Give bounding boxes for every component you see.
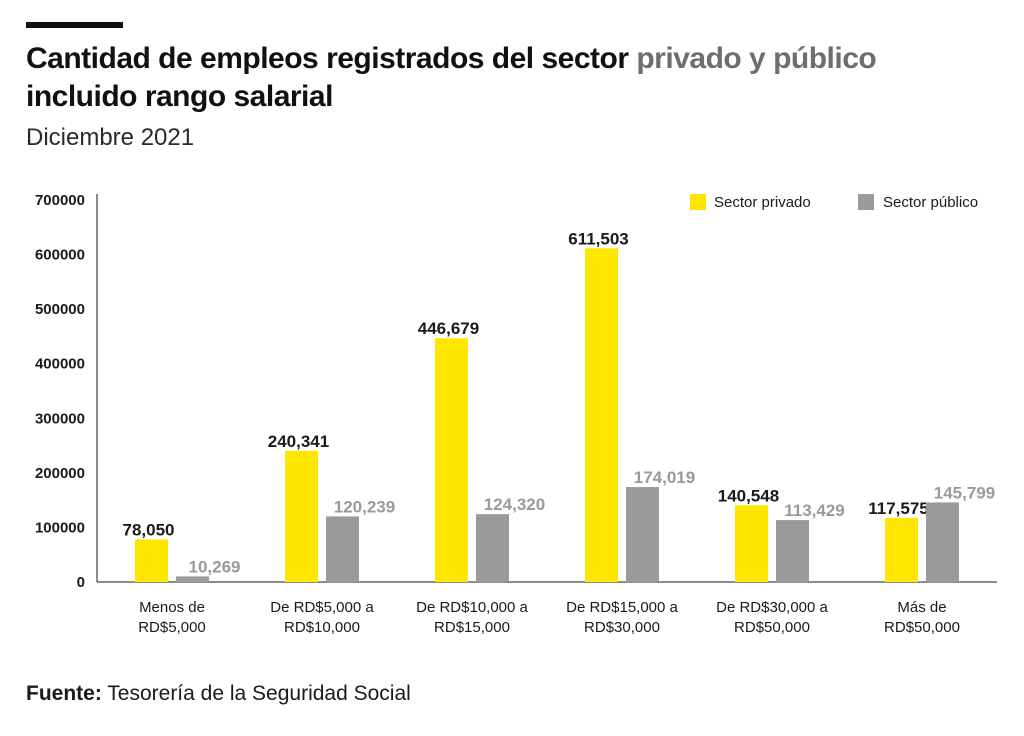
x-tick-label: Más de	[897, 599, 946, 616]
data-label-privado: 240,341	[268, 432, 329, 451]
data-label-privado: 446,679	[418, 319, 479, 338]
x-tick-label: De RD$15,000 a	[566, 599, 678, 616]
y-tick-label: 200000	[35, 465, 85, 482]
y-tick-label: 100000	[35, 519, 85, 536]
x-tick-label: RD$30,000	[584, 619, 660, 636]
data-label-publico: 113,429	[784, 501, 845, 520]
x-tick-label: De RD$30,000 a	[716, 599, 828, 616]
bar-sector-publico	[326, 516, 359, 582]
y-tick-label: 400000	[35, 356, 85, 373]
bar-sector-privado	[135, 539, 168, 582]
data-label-privado: 117,575	[868, 499, 929, 518]
x-tick-label: RD$15,000	[434, 619, 510, 636]
source-text: Tesorería de la Seguridad Social	[101, 682, 411, 705]
bar-sector-publico	[776, 520, 809, 582]
y-tick-label: 0	[77, 574, 85, 591]
bar-sector-privado	[585, 248, 618, 582]
legend-label-publico: Sector público	[883, 194, 978, 211]
title-highlight: privado y público	[636, 42, 877, 75]
data-label-privado: 140,548	[718, 486, 779, 505]
bar-sector-publico	[926, 502, 959, 582]
bar-sector-publico	[626, 487, 659, 582]
bar-sector-privado	[885, 517, 918, 582]
y-tick-label: 600000	[35, 247, 85, 264]
bar-sector-privado	[435, 338, 468, 582]
x-tick-label: Menos de	[139, 599, 205, 616]
title-part-2: incluido rango salarial	[26, 80, 333, 113]
bar-sector-publico	[476, 514, 509, 582]
bar-sector-privado	[735, 505, 768, 582]
x-tick-label: RD$50,000	[734, 619, 810, 636]
data-label-publico: 124,320	[484, 495, 545, 514]
data-label-privado: 78,050	[123, 520, 175, 539]
legend-swatch-privado	[690, 194, 706, 210]
x-tick-label: RD$10,000	[284, 619, 360, 636]
data-label-privado: 611,503	[568, 229, 629, 248]
y-tick-label: 300000	[35, 410, 85, 427]
source-note: Fuente: Tesorería de la Seguridad Social	[26, 682, 411, 706]
bar-chart: 0 100000 200000 300000 400000 500000 600000 700…	[35, 192, 997, 636]
data-label-publico: 145,799	[934, 483, 995, 502]
legend-label-privado: Sector privado	[714, 194, 811, 211]
source-label: Fuente:	[26, 682, 102, 705]
x-tick-label: RD$50,000	[884, 619, 960, 636]
title-part-1: Cantidad de empleos registrados del sect…	[26, 42, 637, 75]
chart-subtitle: Diciembre 2021	[26, 124, 195, 151]
data-label-publico: 10,269	[189, 557, 241, 576]
x-tick-label: RD$5,000	[138, 619, 206, 636]
y-tick-label: 700000	[35, 192, 85, 209]
bar-sector-publico	[176, 576, 209, 582]
y-tick-label: 500000	[35, 301, 85, 318]
x-tick-label: De RD$5,000 a	[270, 599, 374, 616]
x-tick-label: De RD$10,000 a	[416, 599, 528, 616]
top-rule	[26, 22, 123, 28]
bar-sector-privado	[285, 450, 318, 582]
data-label-publico: 120,239	[334, 497, 395, 516]
chart-title: Cantidad de empleos registrados del sect…	[26, 40, 986, 116]
data-label-publico: 174,019	[634, 468, 695, 487]
legend-swatch-publico	[858, 194, 874, 210]
